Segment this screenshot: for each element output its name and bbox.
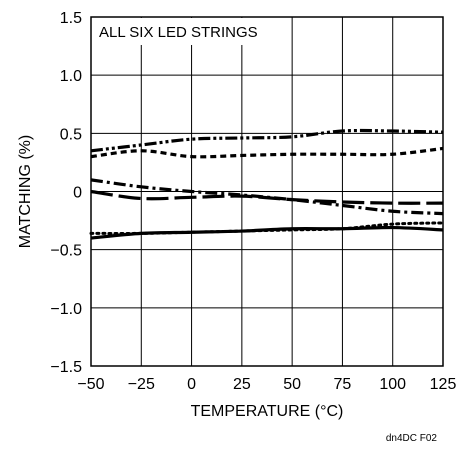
series-group	[89, 128, 445, 240]
y-tick-label: 1.0	[60, 68, 82, 85]
plot-grid	[90, 16, 444, 367]
x-tick-label: 75	[334, 376, 352, 393]
y-tick-label: 1.5	[60, 10, 82, 27]
y-axis-label: MATCHING (%)	[17, 135, 34, 248]
figure-id-footnote: dn4DC F02	[386, 433, 438, 444]
y-tick-label: −1.5	[50, 359, 82, 376]
annotation-background	[92, 18, 272, 45]
chart-annotation: ALL SIX LED STRINGS	[99, 24, 258, 41]
y-tick-label: −1.0	[50, 301, 82, 318]
x-tick-label: 125	[430, 376, 457, 393]
x-axis-label: TEMPERATURE (°C)	[191, 403, 344, 420]
series-line-dash-dot	[90, 178, 444, 216]
x-tick-label: −50	[77, 376, 104, 393]
series-line-solid	[90, 225, 444, 240]
y-tick-label: −0.5	[50, 243, 82, 260]
y-tick-labels: 1.5 1.0 0.5 0 −0.5 −1.0 −1.5	[50, 10, 82, 376]
x-tick-label: 100	[379, 376, 406, 393]
series-line-dash-dot-dot	[90, 128, 444, 153]
series-line-short-dash	[90, 146, 444, 159]
y-tick-label: 0.5	[60, 126, 82, 143]
x-tick-label: 50	[283, 376, 301, 393]
x-tick-label: −25	[128, 376, 155, 393]
x-tick-label: 0	[187, 376, 196, 393]
x-tick-labels: −50 −25 0 25 50 75 100 125	[77, 376, 456, 393]
x-tick-label: 25	[233, 376, 251, 393]
series-line-long-dash	[90, 189, 444, 205]
y-tick-label: 0	[73, 185, 82, 202]
